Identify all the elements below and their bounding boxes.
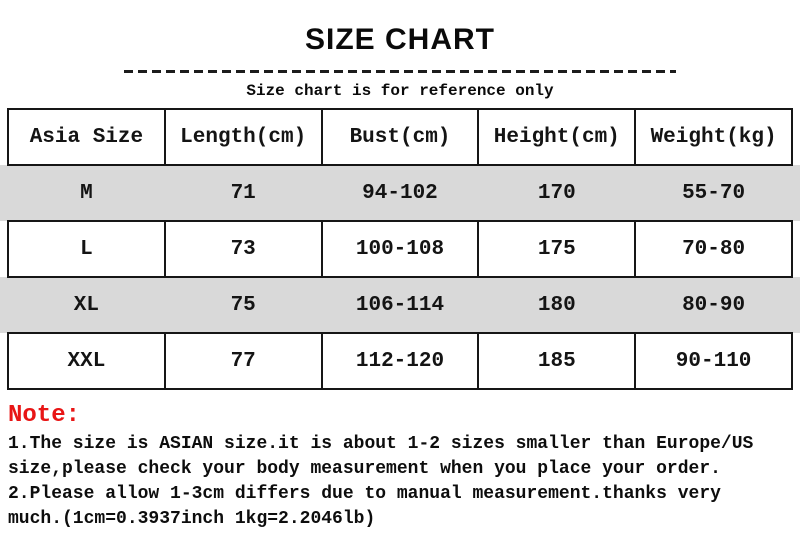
- cell-height-m: 170: [478, 164, 636, 222]
- cell-height-xxl: 185: [477, 332, 637, 390]
- note-line-4: much.(1cm=0.3937inch 1kg=2.2046lb): [8, 509, 376, 529]
- table-row-m: M 71 94-102 170 55-70: [8, 164, 792, 222]
- page-title: SIZE CHART: [305, 23, 495, 56]
- column-header-length: Length(cm): [163, 108, 323, 166]
- size-table: Asia Size Length(cm) Bust(cm) Height(cm)…: [7, 108, 793, 390]
- column-header-bust: Bust(cm): [320, 108, 480, 166]
- cell-size-m: M: [8, 164, 165, 222]
- cell-weight-l: 70-80: [634, 220, 793, 278]
- cell-size-xxl: XXL: [7, 332, 166, 390]
- cell-length-xl: 75: [164, 276, 322, 334]
- note-line-3: 2.Please allow 1-3cm differs due to manu…: [8, 484, 721, 504]
- dashed-divider: [124, 70, 676, 73]
- table-row-xl: XL 75 106-114 180 80-90: [8, 276, 792, 334]
- subtitle: Size chart is for reference only: [246, 82, 554, 100]
- cell-weight-xl: 80-90: [635, 276, 792, 334]
- cell-height-l: 175: [477, 220, 637, 278]
- cell-length-m: 71: [164, 164, 322, 222]
- cell-bust-l: 100-108: [320, 220, 480, 278]
- cell-height-xl: 180: [478, 276, 636, 334]
- note-line-1: 1.The size is ASIAN size.it is about 1-2…: [8, 434, 754, 454]
- size-table-container: Asia Size Length(cm) Bust(cm) Height(cm)…: [0, 108, 800, 392]
- column-header-weight: Weight(kg): [634, 108, 793, 166]
- cell-weight-m: 55-70: [635, 164, 792, 222]
- note-line-2: size,please check your body measurement …: [8, 459, 721, 479]
- cell-bust-xl: 106-114: [321, 276, 479, 334]
- cell-weight-xxl: 90-110: [634, 332, 793, 390]
- cell-size-l: L: [7, 220, 166, 278]
- table-row-l: L 73 100-108 175 70-80: [7, 220, 793, 278]
- cell-bust-xxl: 112-120: [320, 332, 480, 390]
- cell-size-xl: XL: [8, 276, 165, 334]
- note-label: Note:: [8, 402, 81, 429]
- cell-bust-m: 94-102: [321, 164, 479, 222]
- cell-length-l: 73: [163, 220, 323, 278]
- note-text: 1.The size is ASIAN size.it is about 1-2…: [0, 432, 800, 532]
- column-header-height: Height(cm): [477, 108, 637, 166]
- table-header-row: Asia Size Length(cm) Bust(cm) Height(cm)…: [7, 108, 793, 166]
- table-row-xxl: XXL 77 112-120 185 90-110: [7, 332, 793, 390]
- cell-length-xxl: 77: [163, 332, 323, 390]
- column-header-asia-size: Asia Size: [7, 108, 166, 166]
